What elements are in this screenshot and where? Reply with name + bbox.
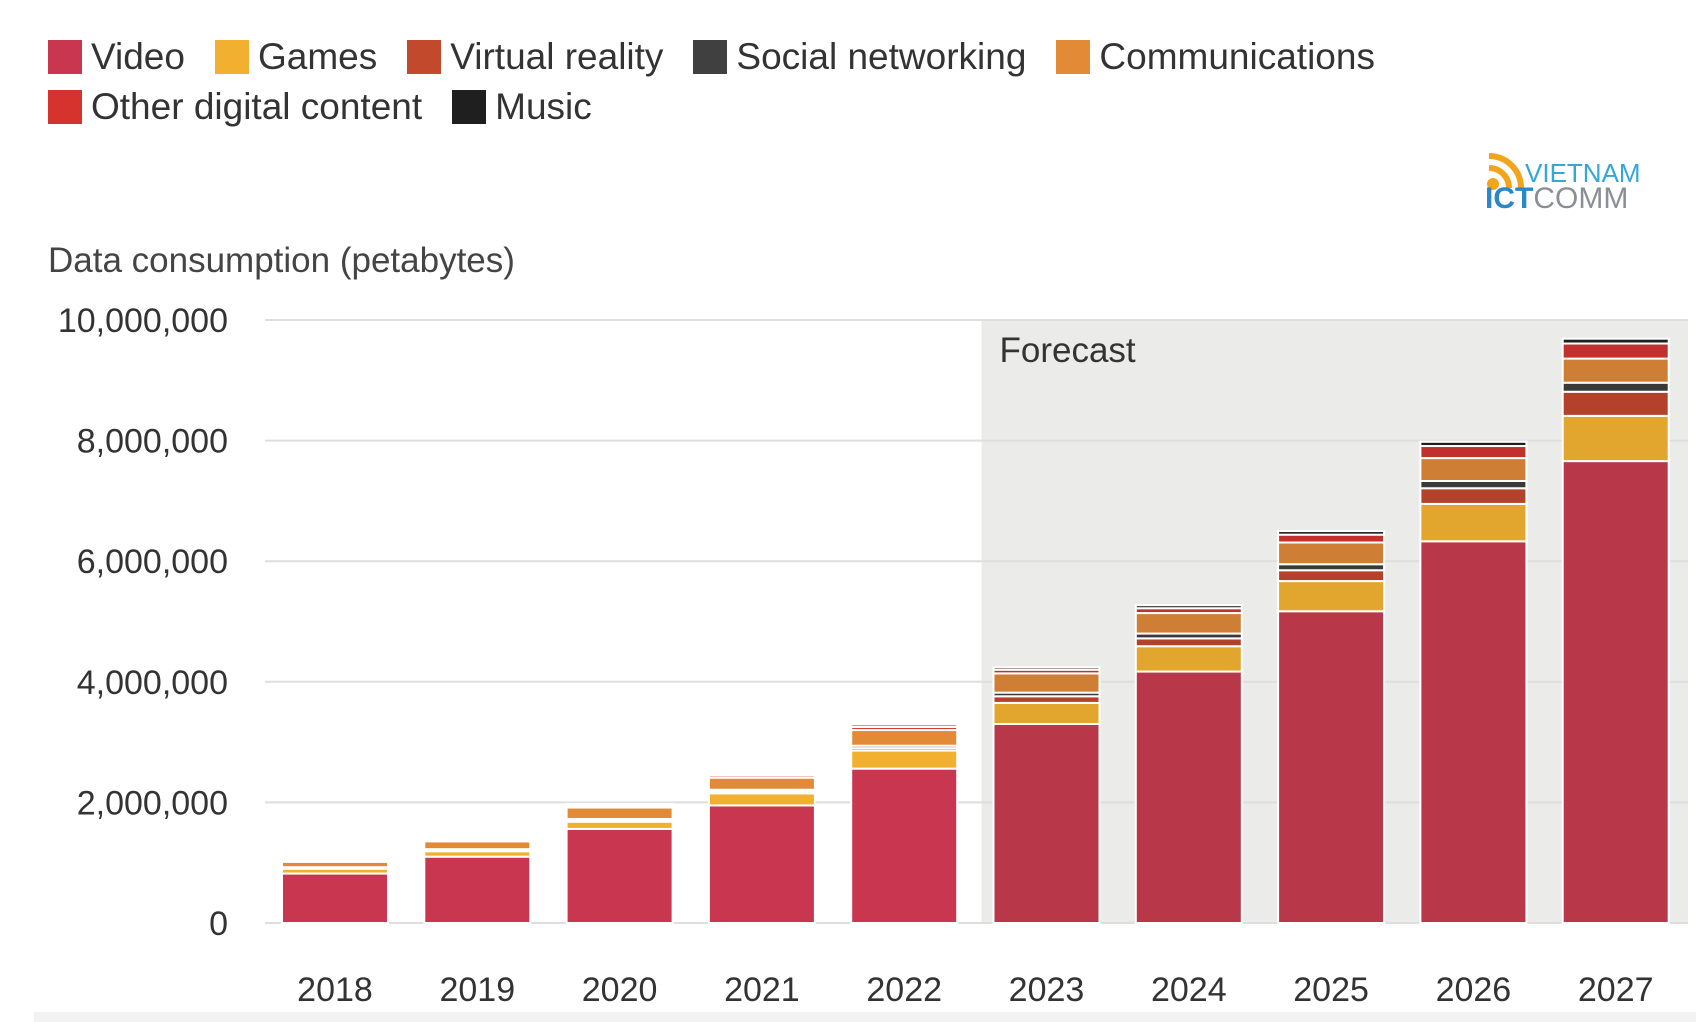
legend-swatch-virtual-reality xyxy=(407,40,442,74)
x-tick-label: 2022 xyxy=(866,971,942,1009)
x-tick-label: 2025 xyxy=(1293,971,1369,1009)
x-tick-label: 2027 xyxy=(1578,971,1654,1009)
bar-segment-other-digital-content xyxy=(1561,342,1670,360)
bar-segment-communications xyxy=(850,729,959,747)
legend-label-communications: Communications xyxy=(1099,36,1375,77)
legend-label-games: Games xyxy=(257,36,378,77)
bar-segment-games xyxy=(1561,414,1670,463)
vietnam-ictcomm-logo: VIETNAM ICTCOMM xyxy=(1485,150,1641,216)
legend-item-communications: Communications xyxy=(1056,36,1375,78)
logo-text-ictcomm: ICTCOMM xyxy=(1485,182,1628,216)
legend-swatch-games xyxy=(214,40,249,74)
bar-segment-video xyxy=(1134,670,1243,925)
bar-segment-music xyxy=(1419,440,1528,448)
bar-segment-games xyxy=(707,792,816,807)
legend-item-other-digital-content: Other digital content xyxy=(48,86,422,128)
footer-band xyxy=(34,1012,1696,1022)
legend-label-video: Video xyxy=(91,36,185,77)
x-tick-label: 2021 xyxy=(724,971,800,1009)
bar-segment-music xyxy=(1561,337,1670,345)
y-tick-label: 8,000,000 xyxy=(77,423,228,461)
legend-label-other-digital-content: Other digital content xyxy=(91,86,423,127)
logo-text-vietnam: VIETNAM xyxy=(1525,158,1641,188)
bar-segment-communications xyxy=(423,840,532,851)
bar-segment-social-networking xyxy=(1561,381,1670,393)
legend-swatch-communications xyxy=(1056,40,1091,74)
logo-text-ict: ICT xyxy=(1485,182,1534,215)
legend-item-virtual-reality: Virtual reality xyxy=(407,36,663,78)
bar-segment-music xyxy=(992,666,1101,671)
bar-segment-communications xyxy=(565,806,674,820)
logo-text-comm: COMM xyxy=(1533,182,1629,215)
bar-segment-music xyxy=(850,723,959,729)
bar-segment-virtual-reality xyxy=(1419,487,1528,505)
bar-segment-video xyxy=(850,767,959,925)
bar-segment-virtual-reality xyxy=(1277,569,1386,583)
bar-segment-music xyxy=(1277,530,1386,536)
bar-segment-music xyxy=(565,802,674,807)
chart-legend: Video Games Virtual reality Social netwo… xyxy=(48,32,1608,132)
bar-segment-music xyxy=(707,772,816,777)
bar-segment-communications xyxy=(1134,612,1243,635)
bar-segment-games xyxy=(1134,645,1243,673)
chart-title: Data consumption (petabytes) xyxy=(48,241,515,280)
bar-segment-music xyxy=(1134,604,1243,610)
rss-signal-icon xyxy=(1487,153,1524,190)
legend-swatch-video xyxy=(48,40,82,74)
legend-item-music: Music xyxy=(452,86,592,128)
x-tick-label: 2018 xyxy=(297,971,373,1009)
bar-segment-other-digital-content xyxy=(1419,445,1528,460)
y-tick-label: 2,000,000 xyxy=(77,784,228,822)
bar-segment-communications xyxy=(1277,541,1386,566)
legend-label-music: Music xyxy=(495,86,592,127)
x-tick-label: 2026 xyxy=(1436,971,1512,1009)
bar-segment-games xyxy=(565,820,674,830)
y-tick-label: 4,000,000 xyxy=(77,664,228,702)
legend-swatch-other-digital-content xyxy=(48,90,82,124)
legend-label-virtual-reality: Virtual reality xyxy=(450,36,664,77)
legend-row-2: Other digital content Music xyxy=(48,82,1608,132)
bar-segment-games xyxy=(1277,580,1386,613)
bar-segment-virtual-reality xyxy=(1561,390,1670,417)
bar-segment-video xyxy=(707,804,816,924)
bar-segment-video xyxy=(1419,540,1528,925)
x-tick-label: 2019 xyxy=(439,971,515,1009)
legend-swatch-social-networking xyxy=(693,40,728,74)
y-tick-label: 10,000,000 xyxy=(58,302,228,340)
bar-segment-music xyxy=(281,858,389,862)
bar-segment-communications xyxy=(1419,457,1528,483)
bar-segment-music xyxy=(423,837,532,841)
x-tick-label: 2023 xyxy=(1009,971,1085,1009)
legend-row-1: Video Games Virtual reality Social netwo… xyxy=(48,32,1608,82)
legend-label-social-networking: Social networking xyxy=(736,36,1027,77)
bar-segment-video xyxy=(1277,610,1386,925)
bar-segment-communications xyxy=(1561,357,1670,384)
legend-item-video: Video xyxy=(48,36,185,78)
y-tick-label: 0 xyxy=(209,905,228,943)
bar-segment-other-digital-content xyxy=(1277,533,1386,544)
bar-segment-virtual-reality xyxy=(1134,637,1243,648)
bar-segment-video xyxy=(992,723,1101,925)
bar-segment-games xyxy=(850,749,959,770)
x-tick-label: 2024 xyxy=(1151,971,1227,1009)
x-tick-label: 2020 xyxy=(582,971,658,1009)
legend-swatch-music xyxy=(452,90,487,124)
y-tick-label: 6,000,000 xyxy=(77,543,228,581)
bar-segment-games xyxy=(1419,502,1528,543)
legend-item-social-networking: Social networking xyxy=(693,36,1026,78)
bar-segment-games xyxy=(992,701,1101,726)
bar-segment-video xyxy=(281,872,389,925)
forecast-label: Forecast xyxy=(1000,331,1136,370)
bar-segment-video xyxy=(565,827,674,925)
bar-segment-communications xyxy=(707,776,816,791)
legend-item-games: Games xyxy=(214,36,378,78)
bar-segment-social-networking xyxy=(1419,480,1528,490)
bar-segment-video xyxy=(1561,460,1670,924)
bar-segment-video xyxy=(423,855,532,924)
bar-segment-communications xyxy=(992,672,1101,694)
